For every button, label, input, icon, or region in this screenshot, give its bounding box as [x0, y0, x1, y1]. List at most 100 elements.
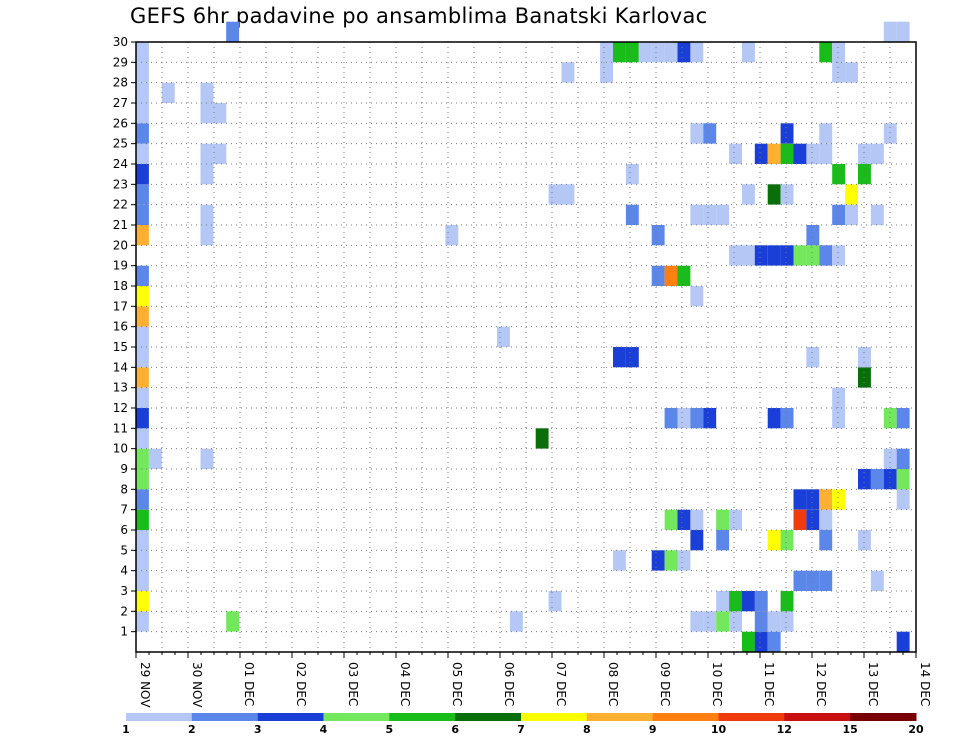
- heatmap-cell: [793, 143, 807, 164]
- heatmap-cell: [136, 62, 149, 83]
- x-tick-label: 03 DEC: [346, 662, 360, 706]
- heatmap-cell: [651, 225, 665, 246]
- heatmap-cell: [136, 123, 149, 144]
- heatmap-cell: [883, 21, 897, 42]
- heatmap-cell: [767, 611, 781, 632]
- y-tick-label: 11: [113, 421, 128, 435]
- y-tick-label: 17: [113, 299, 128, 313]
- y-tick-label: 30: [113, 35, 128, 49]
- heatmap-cell: [780, 245, 794, 266]
- heatmap-cell: [729, 509, 742, 530]
- heatmap-cell: [793, 489, 807, 510]
- x-tick-label: 01 DEC: [242, 662, 256, 706]
- heatmap-cell: [742, 245, 755, 266]
- heatmap-cell: [832, 164, 846, 185]
- heatmap-cell: [832, 42, 846, 63]
- heatmap-cell: [703, 408, 717, 429]
- heatmap-cell: [561, 62, 575, 83]
- heatmap-cell: [780, 123, 794, 144]
- colorbar-swatch: [521, 713, 588, 721]
- colorbar-label: 4: [320, 723, 328, 736]
- heatmap-cell: [767, 530, 781, 551]
- y-tick-label: 18: [113, 279, 128, 293]
- heatmap-cell: [535, 428, 549, 449]
- heatmap-cell: [896, 469, 910, 490]
- heatmap-cell: [767, 408, 781, 429]
- heatmap-cell: [870, 570, 884, 591]
- heatmap-cell: [729, 245, 742, 266]
- colorbar-swatch: [257, 713, 324, 721]
- heatmap-cell: [845, 62, 858, 83]
- heatmap-cell: [767, 184, 781, 205]
- colorbar-label: 5: [385, 723, 393, 736]
- heatmap-cell: [754, 631, 768, 652]
- y-tick-label: 21: [113, 218, 128, 232]
- heatmap-cell: [200, 164, 214, 185]
- heatmap-cell: [690, 286, 704, 307]
- heatmap-cell: [136, 509, 149, 530]
- heatmap-cell: [819, 489, 833, 510]
- heatmap-cell: [690, 204, 704, 225]
- heatmap-cell: [625, 347, 639, 368]
- heatmap-cell: [136, 164, 149, 185]
- heatmap-cell: [136, 347, 149, 368]
- heatmap-cell: [819, 570, 833, 591]
- y-tick-label: 15: [113, 340, 128, 354]
- heatmap-cell: [832, 62, 846, 83]
- heatmap-cell: [780, 408, 794, 429]
- y-tick-label: 4: [120, 564, 128, 578]
- x-tick-label: 13 DEC: [866, 662, 880, 706]
- heatmap-cell: [200, 204, 214, 225]
- colorbar-label: 10: [711, 723, 727, 736]
- heatmap-cell: [780, 184, 794, 205]
- heatmap-cell: [716, 509, 730, 530]
- heatmap-cell: [780, 143, 794, 164]
- heatmap-cell: [858, 164, 871, 185]
- heatmap-cell: [136, 428, 149, 449]
- heatmap-cell: [793, 570, 807, 591]
- heatmap-cell: [651, 265, 665, 286]
- heatmap-cell: [136, 611, 149, 632]
- heatmap-cell: [200, 448, 214, 469]
- heatmap-cell: [677, 265, 691, 286]
- heatmap-cell: [136, 550, 149, 571]
- y-tick-label: 13: [113, 381, 128, 395]
- heatmap-cell: [690, 509, 704, 530]
- heatmap-cell: [625, 164, 639, 185]
- colorbar-label: 3: [254, 723, 262, 736]
- heatmap-cell: [664, 408, 678, 429]
- heatmap-cell: [664, 265, 678, 286]
- heatmap-cell: [703, 611, 717, 632]
- colorbar-label: 8: [583, 723, 591, 736]
- heatmap-cell: [200, 103, 214, 124]
- colorbar-label: 9: [649, 723, 657, 736]
- colorbar-label: 15: [843, 723, 858, 736]
- heatmap-cell: [716, 204, 730, 225]
- x-tick-label: 08 DEC: [606, 662, 620, 706]
- heatmap-cell: [148, 448, 162, 469]
- y-tick-label: 5: [120, 543, 128, 557]
- colorbar-label: 2: [188, 723, 196, 736]
- heatmap-cell: [806, 489, 820, 510]
- heatmap-cell: [806, 245, 820, 266]
- heatmap-cell: [716, 611, 730, 632]
- colorbar-swatch: [323, 713, 390, 721]
- heatmap-cell: [858, 530, 871, 551]
- heatmap-cell: [625, 204, 639, 225]
- x-tick-label: 04 DEC: [398, 662, 412, 706]
- x-tick-label: 09 DEC: [658, 662, 672, 706]
- heatmap-cell: [690, 42, 704, 63]
- heatmap-cell: [883, 448, 897, 469]
- heatmap-cell: [136, 103, 149, 124]
- heatmap-cell: [780, 530, 794, 551]
- x-tick-label: 05 DEC: [450, 662, 464, 706]
- heatmap-cell: [213, 103, 227, 124]
- heatmap-cell: [677, 408, 691, 429]
- heatmap-cell: [161, 82, 175, 103]
- heatmap-cell: [858, 469, 871, 490]
- y-tick-label: 10: [113, 442, 128, 456]
- colorbar-swatch: [586, 713, 654, 721]
- x-tick-label: 29 NOV: [138, 662, 152, 708]
- heatmap-cell: [509, 611, 523, 632]
